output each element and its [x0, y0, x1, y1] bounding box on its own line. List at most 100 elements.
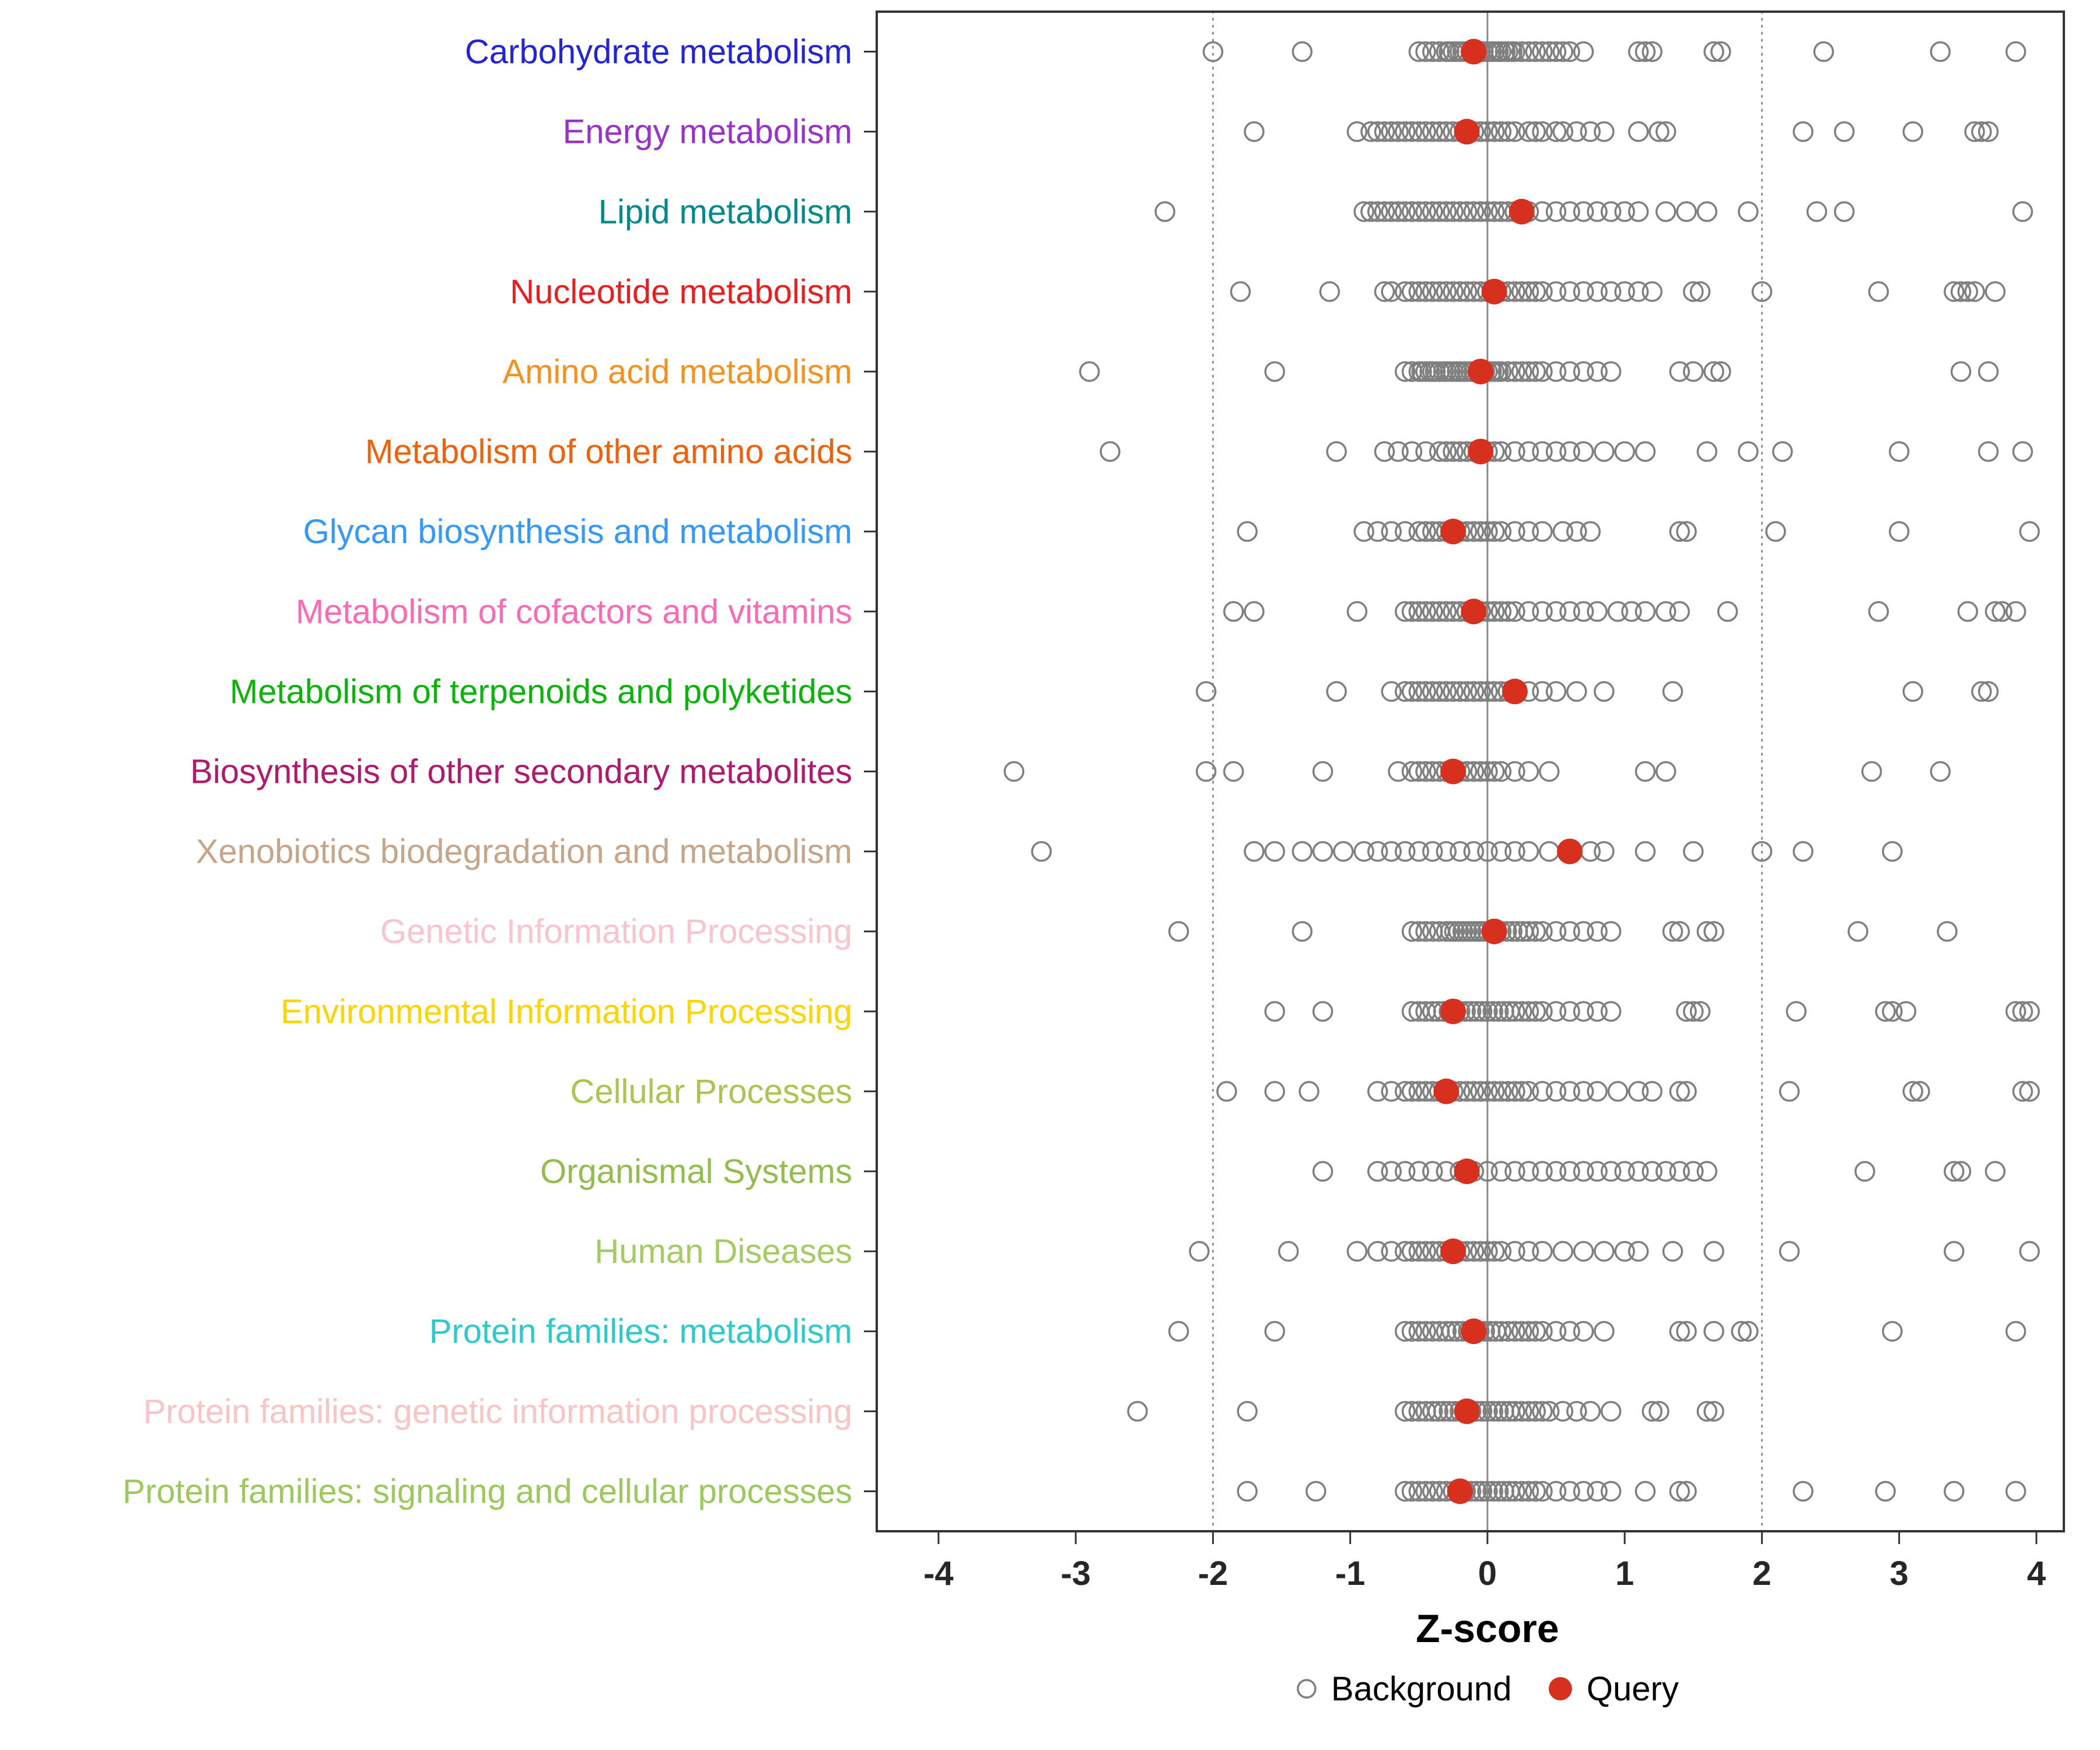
background-point	[1306, 1480, 1326, 1502]
background-point	[1683, 841, 1704, 862]
background-point	[1483, 761, 1505, 782]
background-point	[1573, 921, 1594, 942]
background-point	[1488, 1001, 1509, 1022]
query-point	[1508, 198, 1535, 225]
background-point	[1628, 1081, 1649, 1102]
background-point	[1655, 761, 1676, 782]
background-point	[1600, 201, 1622, 222]
background-point	[1497, 601, 1518, 622]
background-point	[1415, 1241, 1436, 1262]
background-point	[1374, 441, 1395, 462]
background-point	[1388, 441, 1409, 462]
background-point	[1408, 1161, 1430, 1182]
background-point	[1669, 361, 1690, 382]
background-point	[1525, 1480, 1546, 1502]
background-point	[1223, 761, 1244, 782]
background-point	[1868, 601, 1889, 622]
background-point	[1525, 121, 1546, 142]
background-point	[1957, 281, 1979, 302]
background-point	[1360, 121, 1381, 142]
background-point	[1738, 201, 1759, 222]
background-point	[1882, 1321, 1903, 1342]
category-label: Lipid metabolism	[598, 193, 852, 231]
background-point	[1703, 1401, 1724, 1422]
background-point	[1463, 681, 1485, 702]
background-point	[1532, 361, 1553, 382]
background-point	[1614, 1161, 1635, 1182]
background-point	[1580, 521, 1601, 542]
background-point	[1477, 841, 1498, 862]
background-point	[1813, 41, 1835, 62]
category-label: Energy metabolism	[563, 113, 852, 151]
category-label: Glycan biosynthesis and metabolism	[303, 513, 852, 551]
query-point	[1447, 1478, 1473, 1504]
background-point	[1292, 921, 1313, 942]
background-point	[1395, 1321, 1416, 1342]
background-point	[1511, 361, 1532, 382]
background-point	[1463, 201, 1485, 222]
background-point	[1539, 1401, 1560, 1422]
x-tick-label: 0	[1478, 1555, 1497, 1592]
background-point	[1566, 681, 1587, 702]
query-point	[1468, 439, 1494, 465]
background-point	[1607, 1081, 1629, 1102]
background-point	[1488, 1480, 1509, 1502]
background-point	[1395, 121, 1416, 142]
background-point	[1504, 1321, 1525, 1342]
background-point	[1436, 281, 1457, 302]
background-point	[1395, 521, 1416, 542]
background-point	[1463, 1081, 1485, 1102]
legend-label-query: Query	[1587, 1670, 1679, 1708]
background-point	[1395, 841, 1416, 862]
background-point	[1490, 1241, 1512, 1262]
background-point	[1482, 1001, 1504, 1022]
background-point	[1401, 1401, 1423, 1422]
background-point	[1504, 761, 1525, 782]
background-point	[1985, 281, 2006, 302]
background-point	[1395, 1401, 1416, 1422]
background-point	[1545, 41, 1567, 62]
background-point	[1395, 1480, 1416, 1502]
background-point	[1669, 1321, 1690, 1342]
background-point	[1587, 1161, 1608, 1182]
background-point	[1244, 601, 1265, 622]
background-point	[1353, 201, 1374, 222]
background-point	[2012, 1001, 2034, 1022]
category-label: Genetic Information Processing	[380, 913, 852, 951]
background-point	[1545, 1161, 1567, 1182]
background-point	[1731, 1321, 1752, 1342]
background-point	[1944, 1241, 1965, 1262]
background-point	[1401, 1001, 1423, 1022]
background-point	[2005, 1321, 2027, 1342]
background-point	[1559, 921, 1580, 942]
background-point	[1833, 201, 1855, 222]
background-point	[1669, 601, 1690, 622]
background-point	[1683, 281, 1704, 302]
background-marker-icon	[1297, 1679, 1317, 1699]
background-point	[1511, 1401, 1532, 1422]
background-point	[1552, 1241, 1574, 1262]
background-point	[1696, 1161, 1718, 1182]
background-point	[1408, 1480, 1430, 1502]
background-point	[1490, 1161, 1512, 1182]
background-point	[1401, 921, 1423, 942]
category-label: Metabolism of terpenoids and polyketides	[230, 673, 852, 710]
background-point	[1628, 201, 1649, 222]
background-point	[1518, 1401, 1539, 1422]
background-point	[1415, 521, 1436, 542]
background-point	[1415, 1480, 1436, 1502]
background-point	[1600, 1401, 1622, 1422]
background-point	[1559, 1321, 1580, 1342]
background-point	[1490, 841, 1512, 862]
background-point	[1545, 1001, 1567, 1022]
background-point	[1696, 201, 1718, 222]
background-point	[1525, 361, 1546, 382]
background-point	[1882, 1001, 1903, 1022]
background-point	[1237, 1480, 1258, 1502]
background-point	[1518, 1081, 1539, 1102]
background-point	[1525, 41, 1546, 62]
background-point	[1367, 1081, 1388, 1102]
background-point	[1587, 1001, 1608, 1022]
background-point	[1642, 281, 1662, 302]
query-point	[1461, 38, 1487, 65]
